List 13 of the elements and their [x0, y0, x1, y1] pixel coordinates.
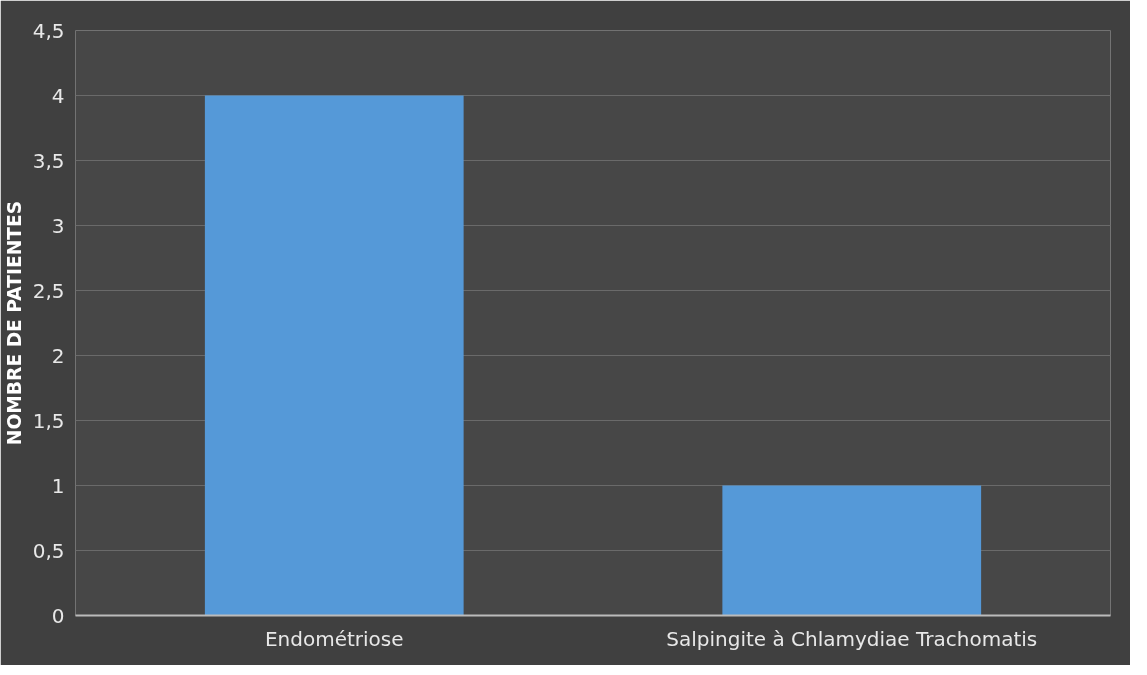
y-tick-label: 1,5 [32, 408, 65, 433]
x-tick-label: Endométriose [264, 626, 404, 651]
y-tick-label: 4 [51, 83, 65, 108]
y-tick-label: 4,5 [32, 18, 65, 43]
y-axis-title: NOMBRE DE PATIENTES [3, 200, 25, 446]
x-tick-label: Salpingite à Chlamydiae Trachomatis [666, 626, 1038, 651]
y-tick-label: 0,5 [32, 538, 65, 563]
y-tick-label: 3,5 [32, 148, 65, 173]
y-tick-label: 2,5 [32, 278, 65, 303]
y-tick-label: 0 [51, 603, 65, 628]
y-tick-label: 1 [51, 473, 65, 498]
y-tick-label: 2 [51, 343, 65, 368]
y-tick-label: 3 [51, 213, 65, 238]
